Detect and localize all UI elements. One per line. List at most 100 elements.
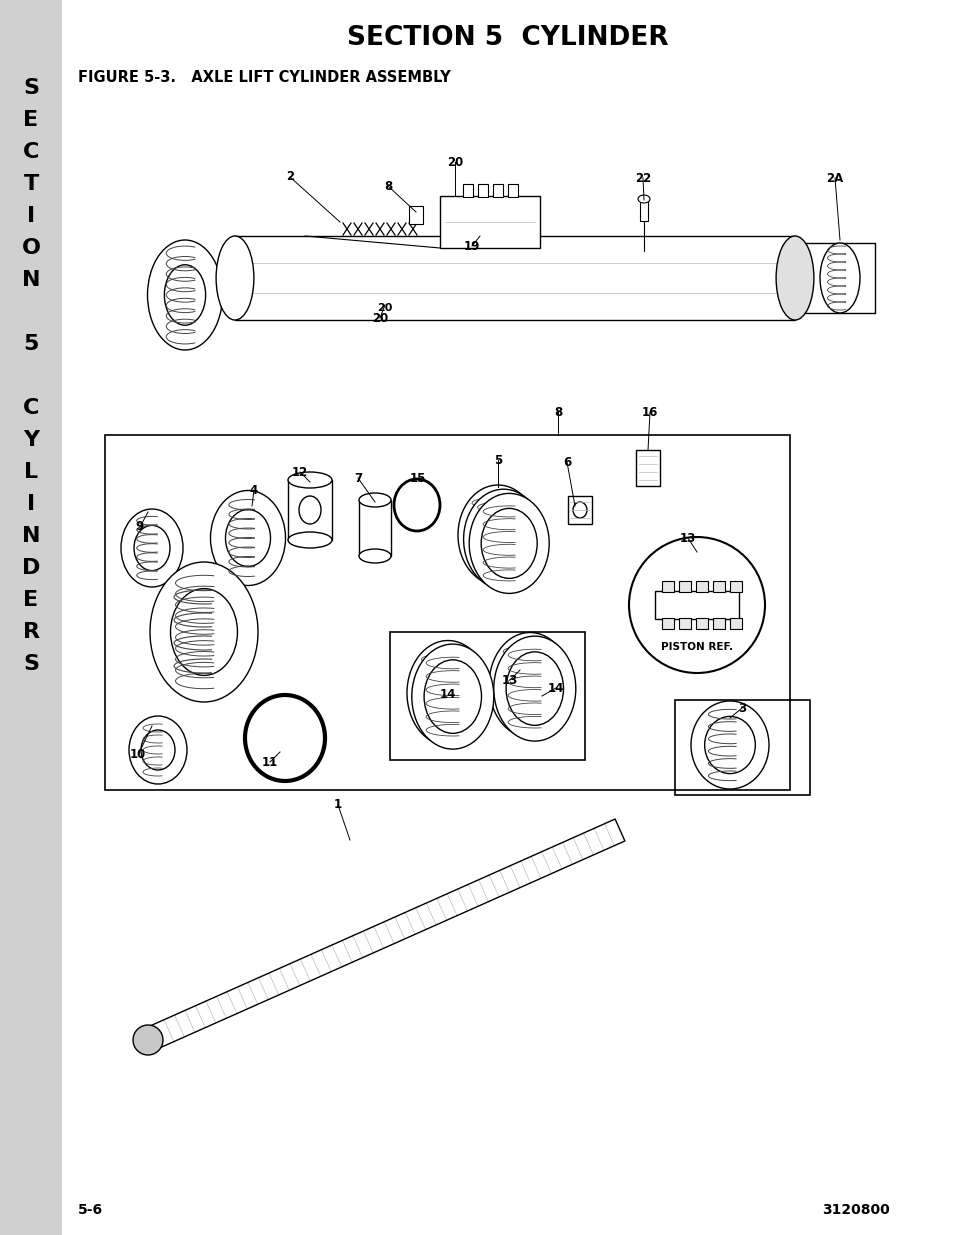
- FancyBboxPatch shape: [696, 618, 707, 629]
- Text: 1: 1: [334, 799, 342, 811]
- Text: 5-6: 5-6: [78, 1203, 103, 1216]
- Ellipse shape: [148, 240, 222, 350]
- Text: N: N: [22, 526, 40, 546]
- Ellipse shape: [129, 716, 187, 784]
- Text: 2: 2: [286, 170, 294, 184]
- Ellipse shape: [457, 485, 537, 585]
- Ellipse shape: [288, 532, 332, 548]
- Ellipse shape: [494, 636, 576, 741]
- Circle shape: [132, 1025, 163, 1055]
- Ellipse shape: [500, 648, 558, 721]
- FancyBboxPatch shape: [409, 206, 422, 224]
- Ellipse shape: [463, 489, 543, 589]
- Text: 7: 7: [354, 472, 362, 484]
- FancyBboxPatch shape: [477, 184, 488, 198]
- Text: 5: 5: [23, 333, 39, 354]
- Ellipse shape: [638, 195, 649, 203]
- Text: 5: 5: [494, 453, 501, 467]
- Text: 13: 13: [501, 673, 517, 687]
- Text: 15: 15: [410, 472, 426, 484]
- FancyBboxPatch shape: [655, 592, 739, 619]
- Text: 20: 20: [446, 156, 462, 168]
- Ellipse shape: [225, 510, 271, 567]
- Ellipse shape: [469, 494, 549, 593]
- Text: 14: 14: [439, 688, 456, 701]
- Text: E: E: [24, 110, 38, 130]
- Ellipse shape: [171, 589, 237, 676]
- Ellipse shape: [298, 496, 320, 524]
- FancyBboxPatch shape: [679, 618, 690, 629]
- FancyBboxPatch shape: [679, 580, 690, 592]
- FancyBboxPatch shape: [639, 201, 647, 221]
- FancyBboxPatch shape: [0, 0, 62, 1235]
- Text: 14: 14: [547, 682, 563, 694]
- FancyBboxPatch shape: [712, 618, 724, 629]
- Text: T: T: [24, 174, 38, 194]
- Text: 8: 8: [554, 405, 561, 419]
- Ellipse shape: [133, 525, 170, 571]
- Ellipse shape: [164, 264, 206, 325]
- Circle shape: [628, 537, 764, 673]
- Text: 9: 9: [135, 520, 144, 534]
- Ellipse shape: [288, 472, 332, 488]
- Text: Y: Y: [23, 430, 39, 450]
- FancyBboxPatch shape: [729, 618, 741, 629]
- Ellipse shape: [573, 501, 586, 517]
- FancyBboxPatch shape: [696, 580, 707, 592]
- Text: I: I: [27, 206, 35, 226]
- Ellipse shape: [358, 550, 391, 563]
- Text: 20: 20: [372, 311, 388, 325]
- FancyBboxPatch shape: [661, 580, 673, 592]
- FancyBboxPatch shape: [729, 580, 741, 592]
- Text: 4: 4: [250, 483, 258, 496]
- Text: S: S: [23, 78, 39, 98]
- Ellipse shape: [489, 632, 571, 737]
- Text: 11: 11: [262, 756, 278, 768]
- Ellipse shape: [407, 641, 489, 746]
- FancyBboxPatch shape: [507, 184, 517, 198]
- Ellipse shape: [211, 490, 285, 585]
- Text: E: E: [24, 590, 38, 610]
- FancyBboxPatch shape: [358, 500, 391, 556]
- FancyBboxPatch shape: [234, 236, 794, 320]
- FancyBboxPatch shape: [661, 618, 673, 629]
- Polygon shape: [143, 819, 624, 1051]
- FancyBboxPatch shape: [636, 450, 659, 487]
- Text: 3: 3: [738, 701, 745, 715]
- Text: N: N: [22, 270, 40, 290]
- FancyBboxPatch shape: [804, 243, 874, 312]
- Ellipse shape: [506, 652, 563, 725]
- Text: 22: 22: [634, 172, 651, 184]
- FancyBboxPatch shape: [462, 184, 473, 198]
- Ellipse shape: [419, 656, 476, 730]
- FancyBboxPatch shape: [567, 496, 592, 524]
- Ellipse shape: [704, 716, 755, 773]
- Ellipse shape: [424, 659, 481, 734]
- Text: FIGURE 5-3.   AXLE LIFT CYLINDER ASSEMBLY: FIGURE 5-3. AXLE LIFT CYLINDER ASSEMBLY: [78, 70, 450, 85]
- Ellipse shape: [470, 500, 525, 571]
- Ellipse shape: [820, 243, 859, 312]
- Text: D: D: [22, 558, 40, 578]
- Text: 10: 10: [130, 748, 146, 762]
- Text: 19: 19: [463, 240, 479, 252]
- Ellipse shape: [412, 645, 494, 750]
- Ellipse shape: [141, 730, 174, 769]
- Text: 8: 8: [383, 179, 392, 193]
- Text: O: O: [22, 238, 40, 258]
- Text: 16: 16: [641, 405, 658, 419]
- Text: 3120800: 3120800: [821, 1203, 889, 1216]
- Text: 20: 20: [377, 303, 393, 312]
- Text: C: C: [23, 398, 39, 417]
- Text: L: L: [24, 462, 38, 482]
- Ellipse shape: [358, 493, 391, 508]
- FancyBboxPatch shape: [493, 184, 502, 198]
- Text: 2A: 2A: [825, 172, 842, 184]
- Text: S: S: [23, 655, 39, 674]
- FancyBboxPatch shape: [288, 480, 332, 540]
- Ellipse shape: [480, 509, 537, 578]
- Ellipse shape: [121, 509, 183, 587]
- Text: PISTON REF.: PISTON REF.: [660, 642, 732, 652]
- Ellipse shape: [690, 701, 768, 789]
- Text: R: R: [23, 622, 39, 642]
- Text: SECTION 5  CYLINDER: SECTION 5 CYLINDER: [347, 25, 668, 51]
